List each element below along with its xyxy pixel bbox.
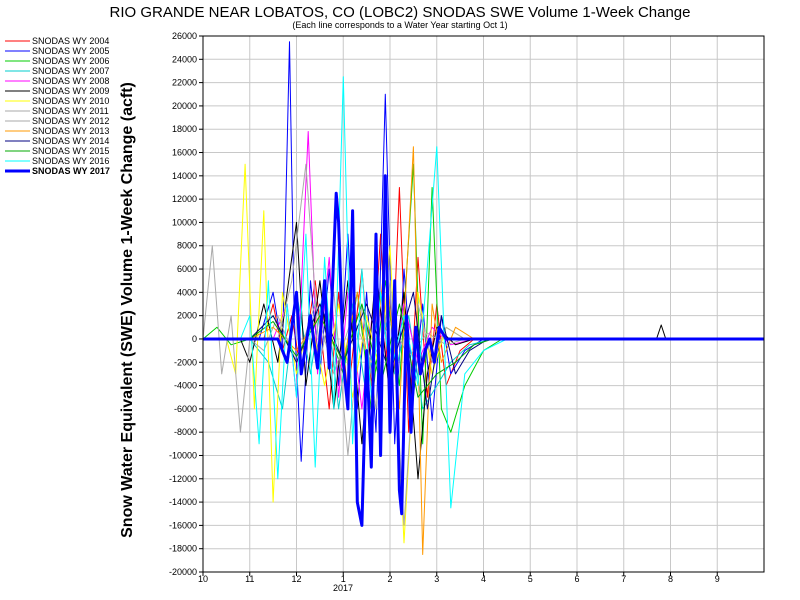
x-tick-label: 7 xyxy=(621,574,626,584)
y-axis-label: Snow Water Equivalent (SWE) Volume 1-Wee… xyxy=(119,82,136,538)
y-tick-label: -18000 xyxy=(169,544,197,554)
y-tick-label: -20000 xyxy=(169,567,197,577)
x-tick-label: 3 xyxy=(434,574,439,584)
y-tick-label: 24000 xyxy=(172,54,197,64)
y-tick-label: 20000 xyxy=(172,101,197,111)
y-tick-label: 8000 xyxy=(177,241,197,251)
x-tick-label: 10 xyxy=(198,574,208,584)
legend-label: SNODAS WY 2012 xyxy=(32,116,109,126)
x-year-label: 2017 xyxy=(333,583,353,593)
x-tick-label: 4 xyxy=(481,574,486,584)
x-tick-label: 11 xyxy=(245,574,254,584)
y-tick-label: 0 xyxy=(192,334,197,344)
legend-label: SNODAS WY 2006 xyxy=(32,56,109,66)
x-tick-label: 2 xyxy=(387,574,392,584)
y-tick-label: 12000 xyxy=(172,194,197,204)
legend-label: SNODAS WY 2017 xyxy=(32,166,110,176)
legend-label: SNODAS WY 2007 xyxy=(32,66,109,76)
legend-label: SNODAS WY 2011 xyxy=(32,106,109,116)
y-tick-label: -8000 xyxy=(174,427,197,437)
y-tick-label: 16000 xyxy=(172,148,197,158)
x-axis-ticks: 10 11 12 1 2 3 4 5 6 7 8 9 xyxy=(198,572,720,584)
y-tick-label: -4000 xyxy=(174,381,197,391)
y-tick-label: -14000 xyxy=(169,497,197,507)
y-tick-label: 22000 xyxy=(172,78,197,88)
chart-subtitle: (Each line corresponds to a Water Year s… xyxy=(292,20,507,30)
x-tick-label: 5 xyxy=(528,574,533,584)
legend-label: SNODAS WY 2004 xyxy=(32,36,109,46)
y-tick-label: -16000 xyxy=(169,520,197,530)
y-tick-label: 10000 xyxy=(172,217,197,227)
y-tick-label: 4000 xyxy=(177,287,197,297)
legend-label: SNODAS WY 2015 xyxy=(32,146,109,156)
legend-label: SNODAS WY 2014 xyxy=(32,136,109,146)
y-tick-label: 14000 xyxy=(172,171,197,181)
x-tick-label: 8 xyxy=(668,574,673,584)
legend-label: SNODAS WY 2013 xyxy=(32,126,109,136)
legend-label: SNODAS WY 2010 xyxy=(32,96,109,106)
x-tick-label: 9 xyxy=(715,574,720,584)
y-axis-ticks: -20000-18000-16000-14000-12000-10000-800… xyxy=(169,31,203,577)
y-tick-label: -10000 xyxy=(169,450,197,460)
y-tick-label: -6000 xyxy=(174,404,197,414)
legend-label: SNODAS WY 2009 xyxy=(32,86,109,96)
y-tick-label: 6000 xyxy=(177,264,197,274)
chart-title: RIO GRANDE NEAR LOBATOS, CO (LOBC2) SNOD… xyxy=(109,4,690,21)
y-tick-label: -2000 xyxy=(174,357,197,367)
y-tick-label: 2000 xyxy=(177,311,197,321)
x-tick-label: 6 xyxy=(574,574,579,584)
y-tick-label: 18000 xyxy=(172,124,197,134)
legend-label: SNODAS WY 2005 xyxy=(32,46,109,56)
legend-label: SNODAS WY 2016 xyxy=(32,156,109,166)
y-tick-label: 26000 xyxy=(172,31,197,41)
legend-label: SNODAS WY 2008 xyxy=(32,76,109,86)
x-tick-label: 12 xyxy=(291,574,301,584)
y-tick-label: -12000 xyxy=(169,474,197,484)
